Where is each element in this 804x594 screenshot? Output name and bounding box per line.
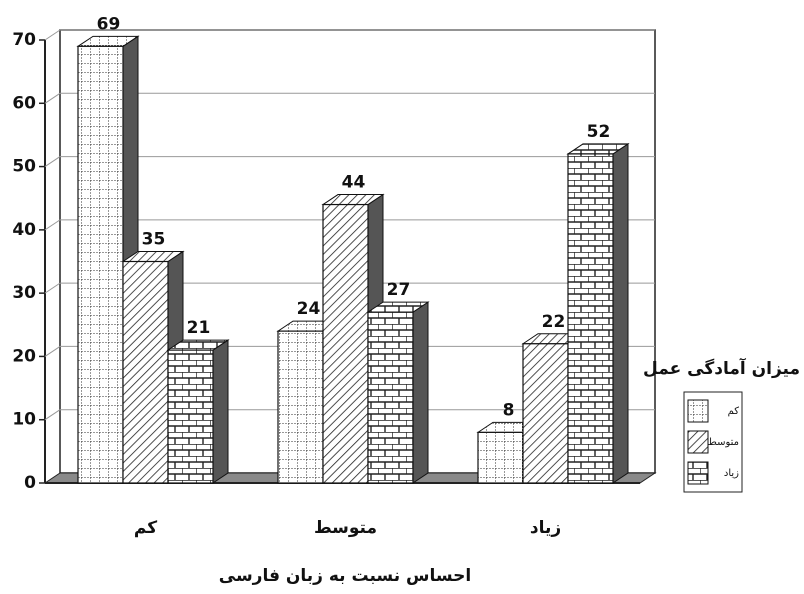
x-tick-label: متوسط <box>314 518 377 538</box>
x-tick-label: کم <box>134 518 157 538</box>
grid-line <box>44 29 61 41</box>
y-tick-label: 60 <box>12 93 36 113</box>
legend-title: میزان آمادگی عمل <box>643 357 800 379</box>
data-label: 24 <box>297 299 321 319</box>
y-tick-label: 0 <box>24 473 36 493</box>
data-label: 27 <box>387 280 411 300</box>
bar <box>566 142 630 484</box>
y-tick-label: 70 <box>12 30 36 50</box>
data-label: 22 <box>542 312 566 332</box>
bar-side <box>212 339 229 484</box>
bar-front <box>567 153 614 484</box>
data-label: 69 <box>97 14 121 34</box>
y-tick-label: 50 <box>12 157 36 177</box>
y-tick-label: 30 <box>12 283 36 303</box>
y-tick-label: 10 <box>12 410 36 430</box>
bar-front <box>477 431 524 484</box>
data-label: 52 <box>587 122 611 142</box>
bar-front <box>367 311 414 484</box>
legend-swatch <box>687 399 709 423</box>
data-label: 8 <box>503 400 515 420</box>
y-tick-label: 40 <box>12 220 36 240</box>
legend-swatch <box>687 430 709 454</box>
bar <box>166 339 230 484</box>
grid-line <box>44 346 61 357</box>
legend-label: زیاد <box>724 468 739 479</box>
legend-label: متوسط <box>708 437 739 448</box>
x-axis-title: احساس نسبت به زبان فارسی <box>219 566 472 586</box>
bar-side <box>612 142 629 484</box>
bar-front <box>167 349 214 484</box>
bar-side <box>412 301 429 484</box>
bar-front <box>522 343 569 484</box>
data-label: 35 <box>142 230 166 250</box>
bar <box>366 301 430 484</box>
legend-swatch <box>687 461 709 485</box>
grid-line <box>44 282 61 294</box>
grid-line <box>44 156 61 167</box>
y-tick-label: 20 <box>12 346 36 366</box>
data-label: 21 <box>187 318 211 338</box>
grid-line <box>44 92 61 104</box>
bar-front <box>77 45 124 484</box>
bar-front <box>277 330 324 484</box>
data-label: 44 <box>342 173 366 193</box>
bar-front <box>122 260 169 484</box>
grid-line <box>44 409 61 421</box>
bar-front <box>322 203 369 484</box>
legend-label: کم <box>728 406 740 417</box>
grid-line <box>44 219 61 231</box>
x-tick-label: زیاد <box>530 518 561 538</box>
